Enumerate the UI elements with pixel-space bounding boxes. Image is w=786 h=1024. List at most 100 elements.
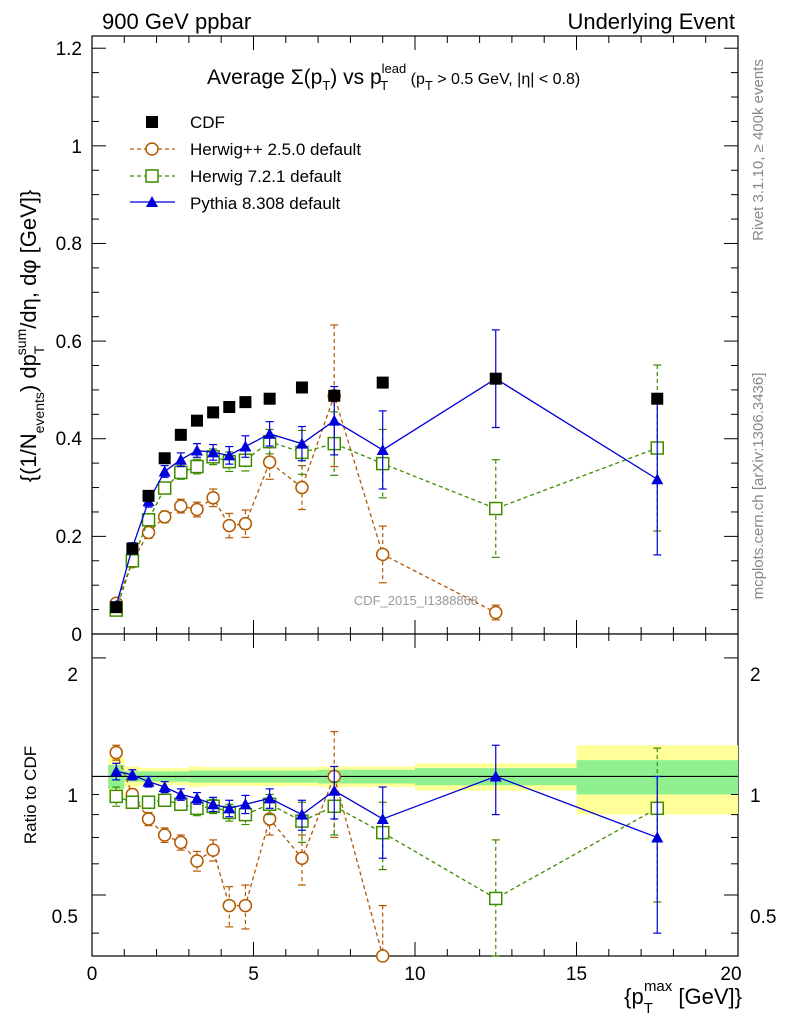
- y-tick-label-main: 1: [71, 137, 82, 158]
- y-tick-label-main: 0: [71, 625, 82, 646]
- legend-label: Herwig 7.2.1 default: [190, 167, 341, 186]
- ratio-point-pythia-8-308: [651, 831, 664, 843]
- main-point-cdf: [328, 389, 341, 402]
- main-point-cdf: [190, 414, 203, 427]
- legend-label: Herwig++ 2.5.0 default: [190, 140, 361, 159]
- main-point-pythia-8-308: [295, 437, 308, 449]
- main-point-cdf: [376, 376, 389, 389]
- mcplots-label: mcplots.cern.ch [arXiv:1306.3436]: [750, 373, 767, 600]
- ratio-point-pythia-8-308: [126, 768, 139, 780]
- main-panel-frame: [91, 35, 739, 635]
- y-axis-title-ratio: Ratio to CDF: [21, 746, 40, 844]
- analysis-watermark: CDF_2015_I1388868: [354, 593, 478, 608]
- main-point-pythia-8-308: [263, 427, 276, 439]
- main-point-cdf: [207, 406, 220, 419]
- legend-marker-herwigpp: [145, 142, 159, 156]
- main-point-cdf: [295, 381, 308, 394]
- header-right-label: Underlying Event: [567, 9, 735, 34]
- ratio-point-herwig-7-2-1: [157, 793, 172, 808]
- ratio-point-herwig-2-5-0: [157, 828, 172, 842]
- ratio-point-herwig-2-5-0: [141, 812, 156, 826]
- main-point-cdf: [489, 372, 502, 385]
- main-point-pythia-8-308: [158, 465, 171, 477]
- ratio-point-herwig-2-5-0: [222, 898, 237, 913]
- rivet-version-label: Rivet 3.1.10, ≥ 400k events: [750, 59, 767, 241]
- y-tick-label-main: 0.8: [56, 234, 82, 255]
- ratio-point-pythia-8-308: [158, 781, 171, 793]
- y-tick-label-ratio: 2: [67, 665, 78, 686]
- main-point-pythia-8-308: [328, 414, 341, 426]
- ratio-point-herwig-7-2-1: [141, 795, 156, 809]
- main-point-cdf: [142, 489, 155, 502]
- x-tick-label: 0: [87, 964, 98, 985]
- ratio-point-herwig-2-5-0: [262, 812, 277, 826]
- plot-title: Average Σ(pT) vs plead T (pT > 0.5 GeV, |…: [207, 61, 580, 93]
- x-tick-label: 20: [720, 964, 741, 985]
- main-point-pythia-8-308: [239, 440, 252, 452]
- ratio-data-layer: [109, 730, 664, 963]
- ratio-point-herwig-2-5-0: [295, 851, 309, 865]
- main-point-pythia-8-308: [174, 453, 187, 465]
- main-point-herwig-7-2-1: [190, 459, 204, 474]
- ratio-point-herwig-2-5-0: [238, 898, 253, 913]
- main-point-herwig-2-5-0: [489, 605, 503, 620]
- ratio-point-pythia-8-308: [142, 775, 155, 787]
- y-tick-label-ratio-right: 1: [750, 786, 761, 807]
- legend-label: Pythia 8.308 default: [190, 194, 341, 213]
- main-point-cdf: [263, 392, 276, 405]
- main-point-herwig-2-5-0: [190, 502, 204, 517]
- main-point-herwig-7-2-1: [157, 481, 172, 495]
- main-point-herwig-7-2-1: [141, 513, 156, 527]
- ratio-point-pythia-8-308: [174, 788, 187, 800]
- main-point-pythia-8-308: [190, 444, 203, 456]
- x-tick-label: 15: [566, 964, 587, 985]
- header-left-label: 900 GeV ppbar: [102, 9, 251, 34]
- main-line-herwig-2-5-0: [115, 393, 497, 614]
- main-point-pythia-8-308: [651, 473, 664, 485]
- x-tick-label: 10: [404, 964, 425, 985]
- ratio-point-pythia-8-308: [239, 798, 252, 810]
- ratio-point-herwig-2-5-0: [375, 949, 390, 963]
- ratio-point-pythia-8-308: [295, 808, 308, 820]
- y-tick-label-ratio-right: 0.5: [750, 907, 776, 928]
- main-point-cdf: [126, 542, 139, 555]
- ratio-point-pythia-8-308: [376, 812, 389, 824]
- y-tick-label-ratio: 1: [67, 786, 78, 807]
- main-point-cdf: [651, 392, 664, 405]
- main-point-herwig-2-5-0: [206, 491, 220, 505]
- main-point-herwig-2-5-0: [141, 525, 156, 540]
- main-point-herwig-2-5-0: [157, 510, 172, 524]
- x-tick-label: 5: [248, 964, 259, 985]
- ratio-point-herwig-7-2-1: [109, 789, 123, 804]
- main-point-herwig-7-2-1: [174, 465, 188, 480]
- ratio-point-herwig-2-5-0: [174, 835, 188, 850]
- main-data-layer: [109, 324, 664, 621]
- main-point-herwig-2-5-0: [262, 455, 277, 469]
- main-point-herwig-2-5-0: [238, 516, 253, 531]
- legend-label: CDF: [190, 113, 225, 132]
- y-tick-label-main: 0.4: [56, 429, 83, 450]
- main-axis-ticks: [91, 36, 739, 635]
- main-point-cdf: [223, 401, 236, 414]
- y-tick-label-main: 1.2: [56, 39, 82, 60]
- y-tick-label-main: 0.6: [56, 332, 82, 353]
- main-point-pythia-8-308: [223, 449, 236, 461]
- main-point-pythia-8-308: [376, 443, 389, 455]
- x-axis-title: {pTmax [GeV]}: [624, 978, 742, 1017]
- main-point-pythia-8-308: [207, 446, 220, 458]
- main-point-herwig-7-2-1: [489, 501, 503, 516]
- ratio-point-pythia-8-308: [489, 770, 502, 782]
- ratio-point-herwig-2-5-0: [109, 745, 123, 760]
- ratio-point-herwig-2-5-0: [206, 843, 220, 857]
- main-point-herwig-2-5-0: [375, 547, 390, 562]
- ratio-point-pythia-8-308: [207, 798, 220, 810]
- main-point-herwig-2-5-0: [174, 499, 188, 513]
- y-tick-label-ratio-right: 2: [750, 665, 761, 686]
- legend-marker-pythia: [146, 196, 158, 207]
- y-axis-title-main: {(1/Nevents) dpTsum/dη, dφ [GeV]}: [13, 190, 47, 483]
- y-tick-label-main: 0.2: [56, 527, 82, 548]
- main-point-herwig-2-5-0: [222, 518, 237, 533]
- ratio-point-pythia-8-308: [263, 792, 276, 804]
- y-tick-label-ratio: 0.5: [52, 907, 78, 928]
- ratio-point-herwig-2-5-0: [190, 854, 204, 868]
